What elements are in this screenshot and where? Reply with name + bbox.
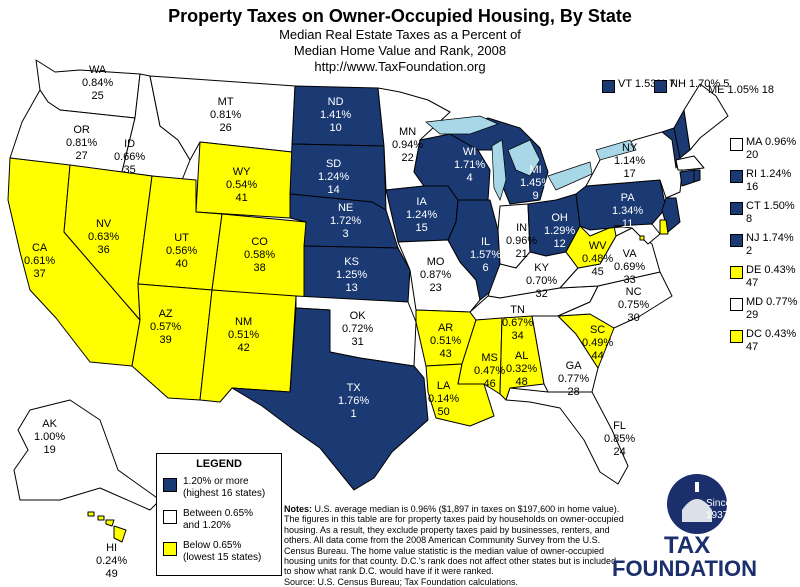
tax-foundation-logo: Since 1937 TAX FOUNDATION <box>612 470 792 581</box>
state-MA[interactable] <box>675 155 705 171</box>
swatch-DC <box>730 330 743 343</box>
label-HI: HI 0.24% 49 <box>96 542 128 580</box>
capitol-dome-icon <box>667 474 727 534</box>
label-TN: TN 0.67% 34 <box>502 304 534 342</box>
legend: LEGEND 1.20% or more (highest 16 states)… <box>156 453 282 576</box>
label-PA: PA 1.34% 11 <box>612 192 644 230</box>
state-DC[interactable] <box>639 235 645 241</box>
label-MD: MD 0.77% 29 <box>746 296 798 321</box>
state-MD[interactable] <box>613 223 661 245</box>
label-KY: KY 0.70% 32 <box>526 262 558 300</box>
notes-source: Source: U.S. Census Bureau; Tax Foundati… <box>284 576 518 587</box>
label-OK: OK 0.72% 31 <box>342 310 374 348</box>
swatch-MA <box>730 138 743 151</box>
label-TX: TX 1.76% 1 <box>338 382 370 420</box>
label-OR: OR 0.81% 27 <box>66 124 98 162</box>
swatch-NJ <box>730 234 743 247</box>
label-ME: ME 1.05% 18 <box>708 84 775 96</box>
swatch-NH <box>654 80 667 93</box>
logo-year: 1937 <box>706 510 729 521</box>
legend-swatch-low <box>163 542 177 556</box>
state-ME[interactable] <box>683 83 729 151</box>
label-DE: DE 0.43% 47 <box>746 264 796 289</box>
label-ND: ND 1.41% 10 <box>320 96 352 134</box>
state-HI[interactable] <box>87 511 127 543</box>
label-AZ: AZ 0.57% 39 <box>150 308 182 346</box>
logo-foundation: FOUNDATION <box>612 556 758 581</box>
label-MT: MT 0.81% 26 <box>210 96 242 134</box>
label-AR: AR 0.51% 43 <box>430 322 462 360</box>
state-DE[interactable] <box>659 219 669 235</box>
label-SC: SC 0.49% 44 <box>582 324 614 362</box>
label-ID: ID 0.66% 35 <box>114 138 146 176</box>
label-NY: NY 1.14% 17 <box>614 142 646 180</box>
legend-label-low: Below 0.65% (lowest 15 states) <box>183 540 262 563</box>
label-FL: FL 0.85% 24 <box>604 420 636 458</box>
state-AK[interactable] <box>13 399 161 511</box>
label-NM: NM 0.51% 42 <box>228 316 260 354</box>
state-WV[interactable] <box>565 225 617 269</box>
label-IA: IA 1.24% 15 <box>406 196 438 234</box>
label-IN: IN 0.96% 21 <box>506 222 538 260</box>
label-NE: NE 1.72% 3 <box>330 202 362 240</box>
state-FL[interactable] <box>505 387 629 485</box>
legend-swatch-mid <box>163 510 177 524</box>
swatch-MD <box>730 298 743 311</box>
legend-title: LEGEND <box>196 458 242 470</box>
label-OH: OH 1.29% 12 <box>544 212 576 250</box>
label-RI: RI 1.24% 16 <box>746 168 792 193</box>
state-KS[interactable] <box>303 245 411 303</box>
state-NC[interactable] <box>557 271 673 329</box>
state-CT[interactable] <box>679 169 695 187</box>
great-lakes <box>425 115 637 201</box>
label-MI: MI 1.45% 9 <box>520 164 552 202</box>
subtitle-line-1: Median Real Estate Taxes as a Percent of <box>279 27 521 42</box>
label-IL: IL 1.57% 6 <box>470 236 502 274</box>
label-NH: NH 1.70% 5 <box>670 78 730 90</box>
notes-text: U.S. average median is 0.96% ($1,897 in … <box>284 504 624 577</box>
label-WI: WI 1.71% 4 <box>454 146 486 184</box>
label-WY: WY 0.54% 41 <box>226 166 258 204</box>
label-NV: NV 0.63% 36 <box>88 218 120 256</box>
swatch-VT <box>602 80 615 93</box>
label-UT: UT 0.56% 40 <box>166 232 198 270</box>
label-MN: MN 0.94% 22 <box>392 126 424 164</box>
notes: Notes: U.S. average median is 0.96% ($1,… <box>284 504 624 587</box>
label-CA: CA 0.61% 37 <box>24 242 56 280</box>
state-IL[interactable] <box>447 199 501 301</box>
legend-label-mid: Between 0.65% and 1.20% <box>183 508 254 531</box>
label-AL: AL 0.32% 48 <box>506 350 538 388</box>
legend-label-high: 1.20% or more (highest 16 states) <box>183 476 266 499</box>
notes-label: Notes: <box>284 504 313 514</box>
label-NJ: NJ 1.74% 2 <box>746 232 794 257</box>
label-DC: DC 0.43% 47 <box>746 328 797 353</box>
legend-swatch-high <box>163 478 177 492</box>
swatch-DE <box>730 266 743 279</box>
state-RI[interactable] <box>693 169 701 183</box>
label-AK: AK 1.00% 19 <box>34 418 66 456</box>
label-MO: MO 0.87% 23 <box>420 256 452 294</box>
label-MA: MA 0.96% 20 <box>746 136 797 161</box>
label-SD: SD 1.24% 14 <box>318 158 350 196</box>
label-WV: WV 0.48% 45 <box>582 240 614 278</box>
label-MS: MS 0.47% 46 <box>474 352 506 390</box>
label-NC: NC 0.75% 30 <box>618 286 650 324</box>
swatch-RI <box>730 170 743 183</box>
label-KS: KS 1.25% 13 <box>336 256 368 294</box>
logo-tax: TAX <box>664 532 711 559</box>
label-VA: VA 0.69% 33 <box>614 248 646 286</box>
label-GA: GA 0.77% 28 <box>558 360 590 398</box>
subtitle-url: http://www.TaxFoundation.org <box>314 59 486 74</box>
swatch-CT <box>730 202 743 215</box>
state-TX[interactable] <box>231 307 429 491</box>
subtitle-line-2: Median Home Value and Rank, 2008 <box>293 43 507 58</box>
label-WA: WA 0.84% 25 <box>82 64 114 102</box>
logo-since: Since <box>706 498 732 509</box>
label-CT: CT 1.50% 8 <box>746 200 795 225</box>
map-title: Property Taxes on Owner-Occupied Housing… <box>168 6 632 26</box>
label-CO: CO 0.58% 38 <box>244 236 276 274</box>
label-LA: LA 0.14% 50 <box>428 380 460 418</box>
